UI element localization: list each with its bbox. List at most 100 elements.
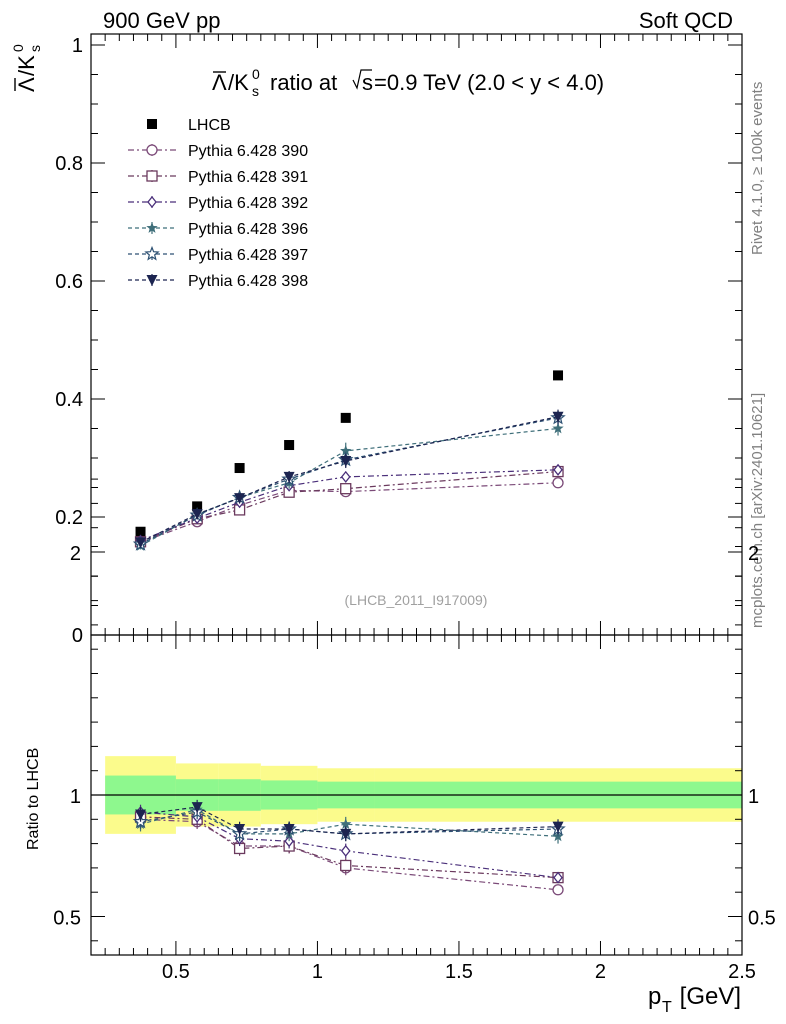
series-line: [140, 427, 559, 547]
data-point: [135, 526, 146, 537]
svg-text:0: 0: [10, 44, 26, 52]
legend-marker: [147, 119, 157, 129]
header-left-title: 900 GeV pp: [103, 8, 220, 33]
x-axis-label: p T [GeV]: [648, 983, 741, 1016]
data-point: [340, 470, 351, 483]
x-tick-label: 0.5: [162, 961, 190, 983]
legend-entry: LHCB: [147, 117, 231, 134]
ratio-line: [140, 818, 559, 891]
legend-label: Pythia 6.428 392: [188, 195, 308, 212]
svg-text:s: s: [27, 45, 43, 52]
data-point: [340, 444, 352, 456]
ratio-point: [283, 824, 295, 836]
main-y-ticks: 0 0.2 0.4 0.6 0.8 1: [55, 34, 743, 647]
ratio-point: [552, 821, 564, 833]
legend-entry: Pythia 6.428 397: [128, 245, 308, 264]
svg-text:T: T: [662, 999, 672, 1016]
series-line: [140, 417, 559, 545]
ratio-point: [340, 828, 352, 840]
rivet-label: Rivet 4.1.0, ≥ 100k events: [749, 82, 766, 255]
y-tick-label: 0.2: [55, 507, 83, 529]
title-sqrt-s: s: [362, 70, 373, 95]
ratio-point: [553, 871, 563, 884]
ratio-y-tick-label: 2: [70, 543, 81, 565]
legend-marker: [146, 144, 158, 156]
ratio-point: [340, 859, 352, 872]
y-tick-label: 0.6: [55, 271, 83, 293]
data-point: [340, 412, 351, 423]
legend-label: Pythia 6.428 390: [188, 143, 308, 160]
svg-text:0: 0: [252, 66, 260, 82]
legend-marker: [146, 275, 158, 286]
main-y-axis-label: Λ /K s 0: [10, 44, 43, 92]
y-tick-label: 0.8: [55, 153, 83, 175]
uncertainty-bands: [91, 756, 742, 834]
x-tick-label: 2.5: [728, 961, 756, 983]
legend-entry: Pythia 6.428 396: [128, 221, 308, 238]
ratio-series-p398: [135, 799, 564, 842]
ratio-y-tick-label-right: 2: [748, 543, 759, 565]
legend-entry: Pythia 6.428 392: [128, 195, 308, 212]
series-line: [140, 482, 559, 543]
ratio-line: [140, 816, 559, 879]
legend-entry: Pythia 6.428 391: [128, 169, 308, 186]
data-point: [553, 463, 563, 476]
ratio-point: [340, 844, 351, 857]
x-tick-label: 1.5: [445, 961, 473, 983]
series-line: [140, 416, 559, 543]
data-point: [234, 493, 246, 505]
svg-text:Λ: Λ: [14, 77, 39, 92]
data-point: [283, 471, 295, 483]
legend-label: Pythia 6.428 391: [188, 169, 308, 186]
ratio-y-tick-label: 0.5: [53, 908, 81, 930]
title-energy: =0.9 TeV (2.0 < y < 4.0): [374, 70, 604, 95]
ratio-point: [191, 802, 203, 814]
ratio-series: [132, 799, 566, 896]
ratio-point: [552, 884, 564, 896]
series-p397: [132, 409, 566, 551]
series-line: [140, 469, 559, 542]
x-tick-label: 1: [312, 961, 323, 983]
svg-text:/K: /K: [228, 70, 249, 95]
title-ratio-at: ratio at: [270, 70, 343, 95]
main-series: [132, 370, 566, 551]
ratio-line: [140, 806, 559, 835]
data-point: [234, 463, 245, 474]
ratio-y-tick-label-right: 1: [748, 786, 759, 808]
data-point: [135, 537, 147, 549]
svg-text:s: s: [252, 83, 259, 99]
legend: LHCB Pythia 6.428 390 Pythia 6.428 391 Pyth…: [128, 117, 308, 290]
x-tick-label: 2: [595, 961, 606, 983]
svg-text:p: p: [648, 983, 661, 1010]
series-line: [140, 471, 559, 543]
legend-marker: [146, 222, 158, 233]
data-point: [284, 440, 295, 451]
analysis-watermark: (LHCB_2011_I917009): [345, 592, 488, 608]
ratio-point: [135, 809, 147, 821]
main-title: Λ /K s 0 ratio at s =0.9 TeV (2.0 < y < …: [212, 66, 604, 99]
y-tick-label: 0: [72, 625, 83, 647]
data-point: [552, 477, 564, 489]
data-point: [192, 501, 203, 512]
ratio-ticks: 0.5 0.5 1 1 2 2 0.5 1 1.5 2 2.5: [53, 478, 776, 983]
svg-text:[GeV]: [GeV]: [673, 983, 741, 1010]
ratio-y-tick-label: 1: [70, 786, 81, 808]
y-tick-label: 1: [72, 35, 83, 57]
data-point: [191, 509, 203, 521]
y-tick-label: 0.4: [55, 389, 83, 411]
legend-entry: Pythia 6.428 398: [128, 273, 308, 290]
data-point: [553, 370, 564, 381]
legend-marker: [146, 170, 158, 182]
series-data: [135, 370, 564, 537]
legend-label: Pythia 6.428 396: [188, 221, 308, 238]
mcplots-label: mcplots.cern.ch [arXiv:2401.10621]: [749, 393, 766, 628]
ratio-line: [140, 811, 559, 879]
data-point: [340, 455, 352, 467]
ratio-point: [234, 824, 246, 836]
svg-text:Λ: Λ: [212, 70, 227, 95]
data-point: [552, 411, 564, 423]
legend-marker: [144, 245, 160, 261]
legend-label: Pythia 6.428 398: [188, 273, 308, 290]
legend-label: LHCB: [188, 117, 231, 134]
